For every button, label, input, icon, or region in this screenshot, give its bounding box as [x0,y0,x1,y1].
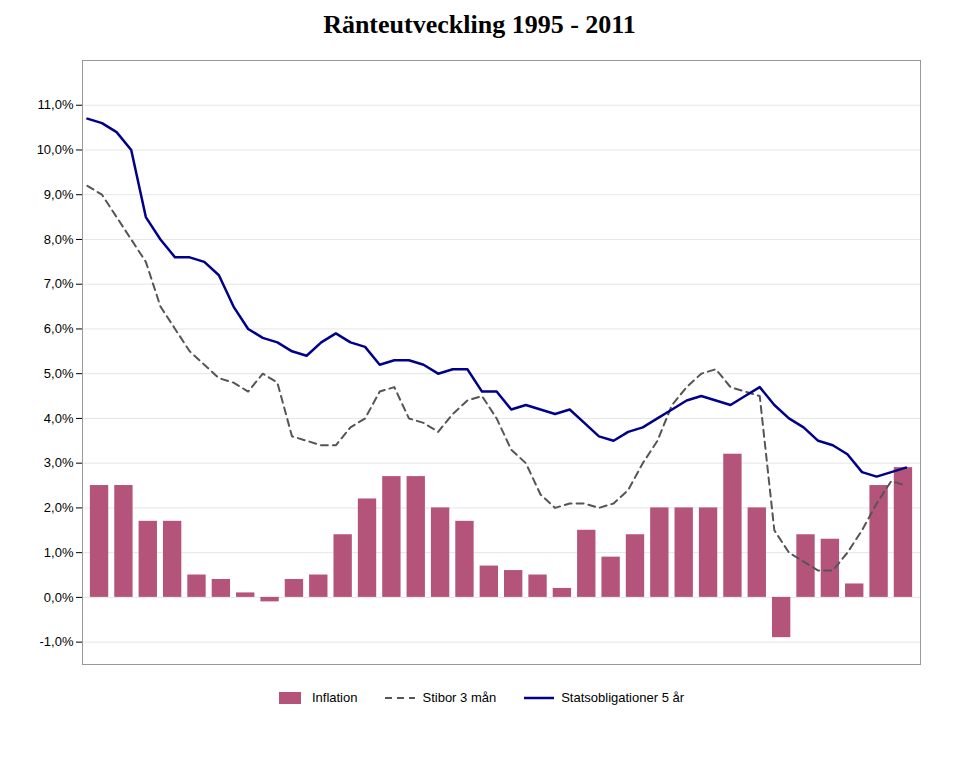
svg-text:8,0%: 8,0% [43,232,73,247]
svg-text:3,0%: 3,0% [43,455,73,470]
svg-text:10,0%: 10,0% [36,142,73,157]
html-text:Ränteutveckling 1995 - 2011: Ränteutveckling 1995 - 2011 [323,10,636,39]
svg-text:-1,0%: -1,0% [39,634,73,649]
svg-text:1,0%: 1,0% [43,545,73,560]
svg-text:4,0%: 4,0% [43,411,73,426]
svg-text:0,0%: 0,0% [43,590,73,605]
svg-text:11,0%: 11,0% [37,97,73,112]
html-text:Stibor 3 mån: Stibor 3 mån [422,690,497,705]
svg-text:6,0%: 6,0% [43,321,73,336]
html-text:Inflation: Inflation [311,690,358,705]
svg-text:7,0%: 7,0% [43,276,73,291]
svg-text:5,0%: 5,0% [43,366,73,381]
html-text:Statsobligationer 5 år: Statsobligationer 5 år [561,690,684,705]
svg-text:9,0%: 9,0% [43,187,73,202]
svg-text:2,0%: 2,0% [43,500,73,515]
